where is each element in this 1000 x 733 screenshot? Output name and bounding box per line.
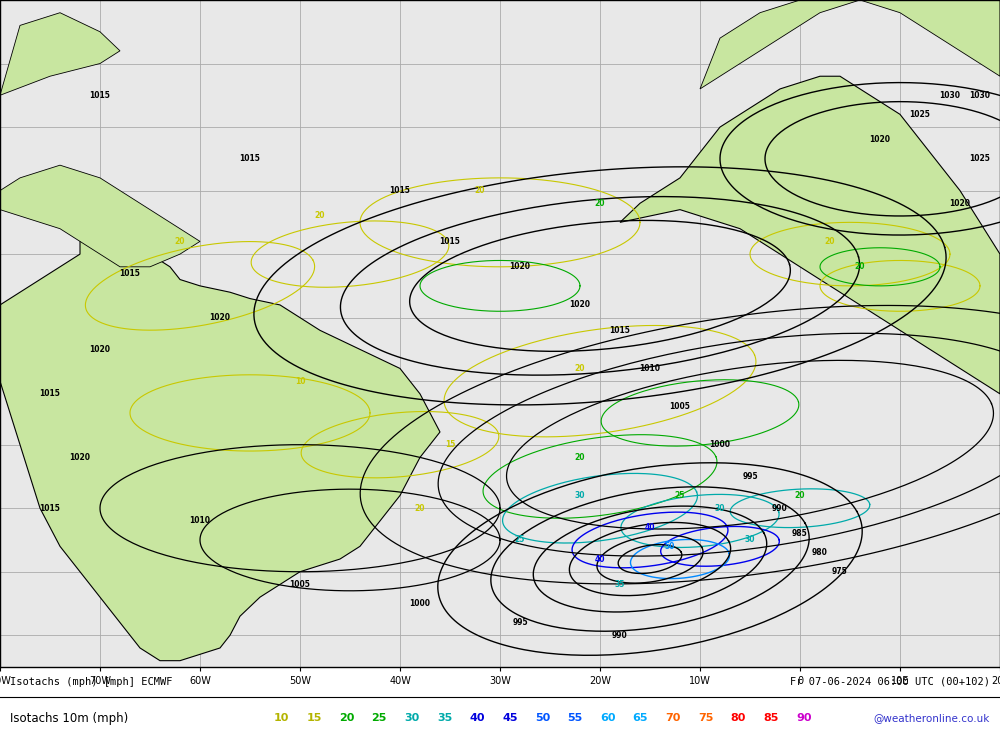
Text: 40: 40 xyxy=(595,555,605,564)
Text: 20: 20 xyxy=(415,504,425,512)
Text: 1015: 1015 xyxy=(120,269,140,278)
Text: 55: 55 xyxy=(568,713,583,723)
Text: 20: 20 xyxy=(575,453,585,462)
Text: 1015: 1015 xyxy=(440,237,460,246)
Text: 1015: 1015 xyxy=(40,389,60,398)
Text: 30: 30 xyxy=(404,713,420,723)
Text: 15: 15 xyxy=(445,441,455,449)
Text: 50: 50 xyxy=(665,542,675,550)
Text: 30: 30 xyxy=(575,491,585,500)
Text: 35: 35 xyxy=(437,713,452,723)
Text: 980: 980 xyxy=(812,548,828,557)
Text: 20: 20 xyxy=(339,713,354,723)
Text: 20: 20 xyxy=(575,364,585,373)
Text: 1020: 1020 xyxy=(510,262,530,271)
Text: 35: 35 xyxy=(615,580,625,589)
Text: 1000: 1000 xyxy=(710,441,730,449)
Text: Fr 07-06-2024 06:00 UTC (00+102): Fr 07-06-2024 06:00 UTC (00+102) xyxy=(790,677,990,687)
Text: 985: 985 xyxy=(792,529,808,538)
Text: 10: 10 xyxy=(274,713,289,723)
Text: 1015: 1015 xyxy=(240,155,260,163)
Text: 90: 90 xyxy=(796,713,811,723)
Text: 40: 40 xyxy=(645,523,655,531)
Text: 25: 25 xyxy=(675,491,685,500)
Polygon shape xyxy=(0,12,120,95)
Text: 1020: 1020 xyxy=(950,199,970,207)
Text: 40: 40 xyxy=(469,713,485,723)
Text: 25: 25 xyxy=(515,536,525,545)
Text: 45: 45 xyxy=(502,713,518,723)
Text: 1025: 1025 xyxy=(970,155,990,163)
Text: 1015: 1015 xyxy=(40,504,60,512)
Text: Isotachs 10m (mph): Isotachs 10m (mph) xyxy=(10,712,128,725)
Text: 85: 85 xyxy=(763,713,779,723)
Text: 65: 65 xyxy=(633,713,648,723)
Text: 1025: 1025 xyxy=(910,110,930,119)
Text: 995: 995 xyxy=(742,472,758,481)
Text: 80: 80 xyxy=(731,713,746,723)
Text: 20: 20 xyxy=(595,199,605,207)
Text: 20: 20 xyxy=(175,237,185,246)
Text: 1015: 1015 xyxy=(390,186,410,195)
Text: 1020: 1020 xyxy=(570,301,590,309)
Text: 1010: 1010 xyxy=(190,517,210,526)
Text: 990: 990 xyxy=(772,504,788,512)
Text: 20: 20 xyxy=(825,237,835,246)
Text: 1000: 1000 xyxy=(410,599,430,608)
Text: 75: 75 xyxy=(698,713,713,723)
Text: 1020: 1020 xyxy=(70,453,90,462)
Text: 1015: 1015 xyxy=(610,326,630,335)
Text: 1005: 1005 xyxy=(670,402,690,411)
Text: 975: 975 xyxy=(832,567,848,576)
Text: 25: 25 xyxy=(372,713,387,723)
Text: 1010: 1010 xyxy=(640,364,660,373)
Text: Isotachs (mph) [mph] ECMWF: Isotachs (mph) [mph] ECMWF xyxy=(10,677,173,687)
Text: 1030: 1030 xyxy=(970,91,990,100)
Text: 1020: 1020 xyxy=(90,345,110,354)
Text: 1005: 1005 xyxy=(290,580,310,589)
Text: 990: 990 xyxy=(612,631,628,640)
Text: 20: 20 xyxy=(855,262,865,271)
Text: 1020: 1020 xyxy=(870,136,891,144)
Text: 1020: 1020 xyxy=(210,313,230,322)
Polygon shape xyxy=(0,241,440,660)
Polygon shape xyxy=(0,165,200,267)
Text: 1030: 1030 xyxy=(940,91,960,100)
Text: 20: 20 xyxy=(315,212,325,221)
Text: 30: 30 xyxy=(715,504,725,512)
Text: 995: 995 xyxy=(512,618,528,627)
Polygon shape xyxy=(700,0,1000,89)
Text: 60: 60 xyxy=(600,713,616,723)
Text: 15: 15 xyxy=(306,713,322,723)
Text: 50: 50 xyxy=(535,713,550,723)
Polygon shape xyxy=(620,76,1000,394)
Text: 30: 30 xyxy=(745,536,755,545)
Text: @weatheronline.co.uk: @weatheronline.co.uk xyxy=(874,713,990,723)
Text: 20: 20 xyxy=(795,491,805,500)
Text: 10: 10 xyxy=(295,377,305,386)
Text: 1015: 1015 xyxy=(90,91,110,100)
Text: 70: 70 xyxy=(665,713,681,723)
Text: 20: 20 xyxy=(475,186,485,195)
